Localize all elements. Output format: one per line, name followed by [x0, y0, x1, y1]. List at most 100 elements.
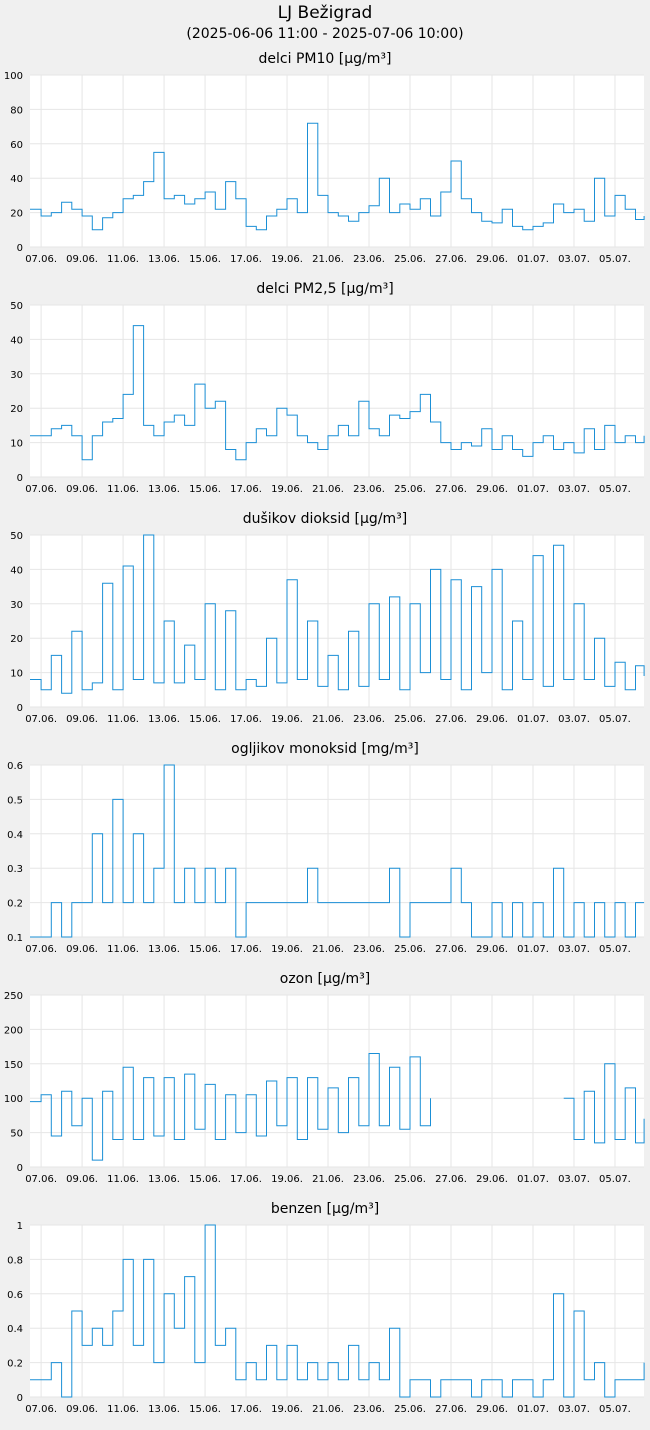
x-tick-label: 27.06.	[435, 1174, 467, 1185]
y-tick-label: 20	[10, 209, 23, 220]
x-tick-label: 11.06.	[107, 714, 139, 725]
x-tick-label: 07.06.	[25, 944, 57, 955]
date-range: (2025-06-06 11:00 - 2025-07-06 10:00)	[186, 26, 464, 42]
x-tick-label: 25.06.	[394, 254, 426, 265]
chart-svg-pm25: 07.06. 09.06. 11.06. 13.06. 15.06. 17.06. 19.0…	[10, 301, 645, 495]
x-tick-label: 13.06.	[148, 1174, 180, 1185]
x-tick-label: 25.06.	[394, 1174, 426, 1185]
y-tick-label: 0	[17, 1393, 23, 1404]
y-tick-label: 20	[10, 634, 23, 645]
x-tick-label: 17.06.	[230, 1404, 262, 1415]
x-tick-label: 07.06.	[25, 1404, 57, 1415]
plot-area	[30, 75, 644, 247]
x-tick-label: 29.06.	[476, 944, 508, 955]
x-tick-label: 13.06.	[148, 1404, 180, 1415]
y-tick-label: 0	[17, 1163, 23, 1174]
x-tick-label: 01.07.	[517, 944, 549, 955]
x-tick-label: 15.06.	[189, 714, 221, 725]
chart-panel-co: ogljikov monoksid [mg/m³] 07.06. 09.06. 11…	[0, 740, 650, 970]
y-tick-label: 50	[10, 1129, 23, 1140]
y-tick-label: 0.2	[7, 1359, 23, 1370]
x-tick-label: 05.07.	[599, 1174, 631, 1185]
x-tick-label: 25.06.	[394, 1404, 426, 1415]
y-tick-label: 80	[10, 105, 23, 116]
chart-panel-benzene: benzen [µg/m³] 07.06. 09.06. 11.06. 13.06. 1…	[0, 1200, 650, 1430]
x-tick-label: 21.06.	[312, 254, 344, 265]
y-tick-label: 0.4	[7, 830, 23, 841]
chart-svg-no2: 07.06. 09.06. 11.06. 13.06. 15.06. 17.06. 19.0…	[10, 531, 645, 725]
series-line	[30, 764, 645, 938]
x-tick-label: 19.06.	[271, 484, 303, 495]
x-tick-label: 05.07.	[599, 484, 631, 495]
x-tick-label: 29.06.	[476, 484, 508, 495]
chart-panel-no2: dušikov dioksid [µg/m³] 07.06. 09.06. 11.0…	[0, 510, 650, 740]
x-tick-label: 23.06.	[353, 1174, 385, 1185]
series-line	[30, 1053, 645, 1161]
x-tick-label: 23.06.	[353, 944, 385, 955]
x-tick-label: 07.06.	[25, 254, 57, 265]
y-tick-label: 10	[10, 439, 23, 450]
plot-area	[30, 765, 644, 937]
x-tick-label: 23.06.	[353, 484, 385, 495]
y-tick-label: 0.6	[7, 1290, 23, 1301]
chart-panel-pm25: delci PM2,5 [µg/m³] 07.06. 09.06. 11.06. 13…	[0, 280, 650, 510]
x-tick-label: 21.06.	[312, 944, 344, 955]
x-tick-label: 23.06.	[353, 714, 385, 725]
y-tick-label: 30	[10, 600, 23, 611]
x-tick-label: 11.06.	[107, 484, 139, 495]
chart-title: ogljikov monoksid [mg/m³]	[231, 741, 419, 757]
x-tick-label: 17.06.	[230, 714, 262, 725]
y-tick-label: 0	[17, 243, 23, 254]
x-tick-label: 07.06.	[25, 484, 57, 495]
y-tick-label: 0.2	[7, 899, 23, 910]
x-tick-label: 29.06.	[476, 254, 508, 265]
x-tick-label: 11.06.	[107, 944, 139, 955]
x-tick-label: 21.06.	[312, 714, 344, 725]
x-tick-label: 15.06.	[189, 1404, 221, 1415]
x-tick-label: 17.06.	[230, 254, 262, 265]
x-tick-label: 29.06.	[476, 714, 508, 725]
y-tick-label: 200	[4, 1025, 23, 1036]
y-tick-label: 40	[10, 335, 23, 346]
chart-svg-co: 07.06. 09.06. 11.06. 13.06. 15.06. 17.06. 19.0…	[7, 761, 645, 955]
chart-svg-o3: 07.06. 09.06. 11.06. 13.06. 15.06. 17.06. 19.0…	[4, 991, 645, 1185]
series-line	[30, 1224, 645, 1398]
y-tick-label: 20	[10, 404, 23, 415]
plot-area	[30, 1225, 644, 1397]
y-tick-label: 30	[10, 370, 23, 381]
y-tick-label: 0	[17, 473, 23, 484]
y-tick-label: 60	[10, 140, 23, 151]
y-tick-label: 40	[10, 565, 23, 576]
x-tick-label: 25.06.	[394, 714, 426, 725]
y-tick-label: 50	[10, 531, 23, 542]
y-tick-label: 50	[10, 301, 23, 312]
x-tick-label: 05.07.	[599, 944, 631, 955]
chart-title: dušikov dioksid [µg/m³]	[242, 511, 408, 527]
x-tick-label: 13.06.	[148, 714, 180, 725]
y-tick-label: 40	[10, 174, 23, 185]
series-line	[30, 534, 645, 694]
plot-area	[30, 995, 644, 1167]
chart-title: delci PM10 [µg/m³]	[258, 51, 392, 67]
x-tick-label: 27.06.	[435, 254, 467, 265]
series-line	[30, 325, 645, 461]
y-tick-label: 250	[4, 991, 23, 1002]
x-tick-label: 27.06.	[435, 944, 467, 955]
x-tick-label: 07.06.	[25, 1174, 57, 1185]
y-tick-label: 0.8	[7, 1255, 23, 1266]
chart-svg-pm10: 07.06. 09.06. 11.06. 13.06. 15.06. 17.06. 19.0…	[4, 71, 645, 265]
x-tick-label: 03.07.	[558, 944, 590, 955]
x-tick-label: 19.06.	[271, 714, 303, 725]
y-tick-label: 0.3	[7, 864, 23, 875]
x-tick-label: 09.06.	[66, 714, 98, 725]
chart-title: ozon [µg/m³]	[279, 971, 371, 987]
plot-area	[30, 305, 644, 477]
x-tick-label: 21.06.	[312, 484, 344, 495]
x-tick-label: 01.07.	[517, 484, 549, 495]
y-tick-label: 0.5	[7, 795, 23, 806]
y-tick-label: 0	[17, 703, 23, 714]
x-tick-label: 09.06.	[66, 944, 98, 955]
x-tick-label: 05.07.	[599, 1404, 631, 1415]
y-tick-label: 100	[4, 71, 23, 82]
